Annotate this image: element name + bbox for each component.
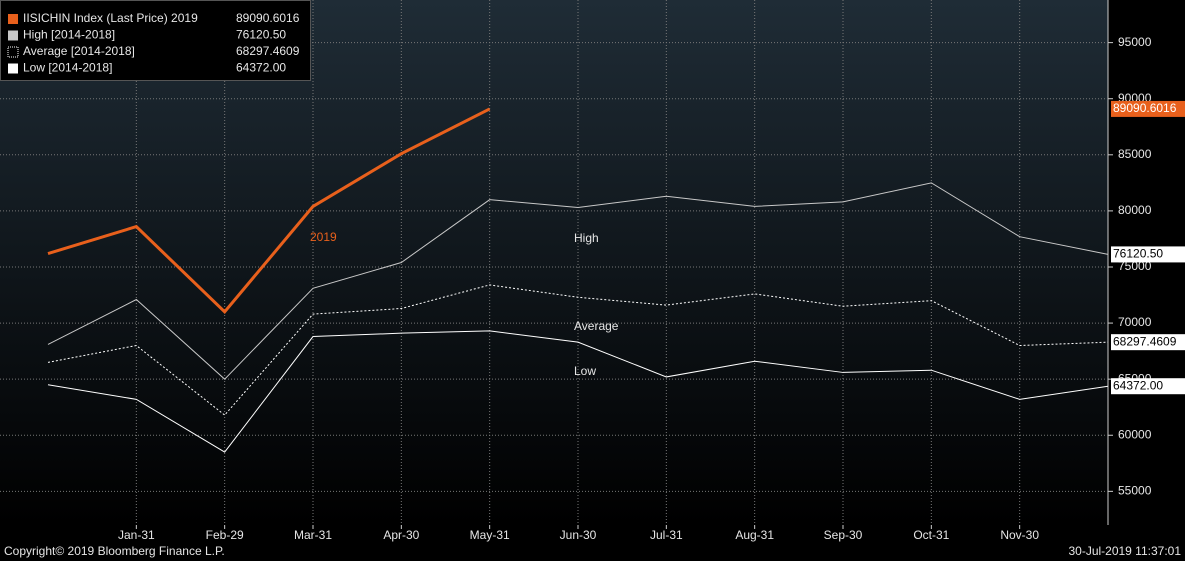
series-line [47, 330, 1109, 453]
series-label: Average [574, 319, 619, 333]
x-tick-label: Aug-31 [735, 528, 774, 542]
series-label: Low [574, 364, 596, 378]
last-value-label: 89090.6016 [1113, 101, 1177, 115]
timestamp: 30-Jul-2019 11:37:01 [1068, 544, 1181, 558]
legend-value: 89090.6016 [236, 11, 300, 25]
x-tick-label: Apr-30 [383, 528, 419, 542]
legend-label: Average [2014-2018] [23, 44, 135, 58]
y-tick-label: 95000 [1118, 35, 1152, 49]
plot-area [0, 0, 1108, 525]
last-value-tag [1111, 246, 1185, 263]
series-line [47, 182, 1109, 380]
y-tick-label: 85000 [1118, 147, 1152, 161]
y-tick-label: 80000 [1118, 203, 1152, 217]
series-line [47, 284, 1109, 416]
copyright: Copyright© 2019 Bloomberg Finance L.P. [4, 544, 225, 558]
series-line [47, 107, 491, 315]
legend-box [0, 0, 311, 81]
x-tick-label: Oct-31 [913, 528, 949, 542]
x-tick-label: Mar-31 [294, 528, 332, 542]
legend-value: 76120.50 [236, 28, 286, 42]
y-tick-label: 70000 [1118, 315, 1152, 329]
last-value-tag [1111, 334, 1185, 351]
x-tick-label: May-31 [470, 528, 510, 542]
x-tick-label: Sep-30 [824, 528, 863, 542]
x-tick-label: Nov-30 [1000, 528, 1039, 542]
y-tick-label: 60000 [1118, 427, 1152, 441]
legend-value: 68297.4609 [236, 44, 300, 58]
legend-label: High [2014-2018] [23, 28, 115, 42]
legend-swatch [8, 63, 18, 74]
legend-value: 64372.00 [236, 61, 286, 75]
last-value-tag [1111, 100, 1185, 117]
x-tick-label: Feb-29 [206, 528, 244, 542]
last-value-label: 68297.4609 [1113, 334, 1177, 348]
last-value-tag [1111, 378, 1185, 395]
legend-label: IISICHIN Index (Last Price) 2019 [23, 11, 198, 25]
y-tick-label: 75000 [1118, 259, 1152, 273]
x-tick-label: Jan-31 [118, 528, 155, 542]
last-value-label: 64372.00 [1113, 378, 1163, 392]
legend-swatch [8, 30, 18, 41]
x-tick-label: Jun-30 [560, 528, 597, 542]
legend-label: Low [2014-2018] [23, 61, 112, 75]
legend-swatch [7, 46, 19, 58]
y-tick-label: 55000 [1118, 484, 1152, 498]
last-value-label: 76120.50 [1113, 247, 1163, 261]
legend-swatch [8, 14, 18, 24]
x-tick-label: Jul-31 [650, 528, 683, 542]
series-label: High [574, 231, 599, 245]
series-label: 2019 [310, 230, 337, 244]
